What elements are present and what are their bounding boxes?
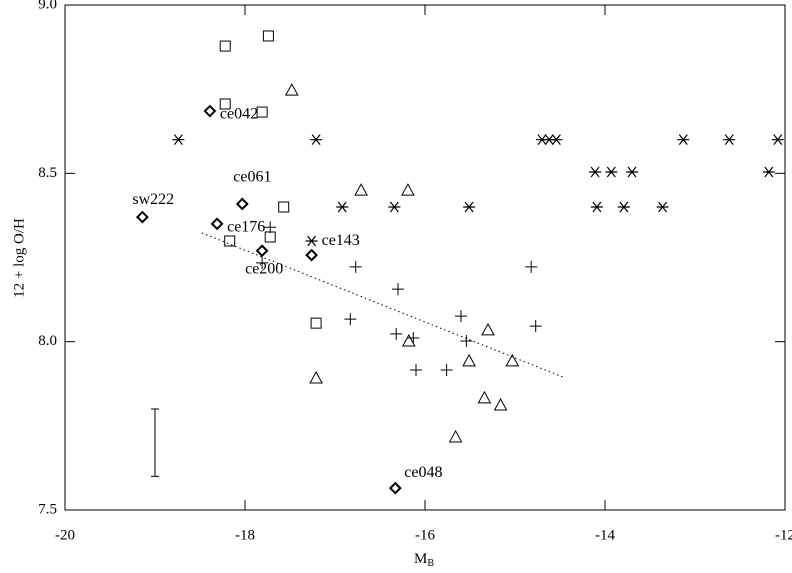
x-tick-label: -20 (55, 527, 75, 543)
y-axis-label: 12 + log O/H (11, 218, 27, 298)
triangle-point (481, 322, 495, 336)
square-point (219, 40, 231, 52)
x-tick-label: -16 (415, 527, 435, 543)
square-point (224, 235, 236, 247)
y-tick-label: 9.0 (38, 0, 57, 12)
asterisk-point (463, 201, 476, 213)
asterisk-point (677, 134, 690, 146)
plus-point (525, 260, 538, 273)
asterisk-point (310, 134, 323, 146)
point-label: ce061 (233, 169, 271, 186)
point-label: sw222 (132, 191, 174, 208)
triangle-point (477, 390, 492, 404)
asterisk-point (590, 201, 603, 213)
diamond-point (305, 248, 319, 262)
asterisk-point (388, 201, 401, 213)
asterisk-point (589, 166, 602, 178)
plus-point (349, 260, 362, 273)
asterisk-point (305, 235, 318, 247)
triangle-point (493, 397, 508, 411)
diamond-point (235, 197, 249, 211)
asterisk-point (626, 166, 638, 178)
asterisk-point (617, 201, 630, 213)
x-axis-label-sub: B (427, 558, 434, 569)
asterisk-point (656, 201, 669, 213)
triangle-point (401, 333, 416, 347)
asterisk-point (172, 134, 185, 146)
plus-point (455, 310, 467, 323)
point-label: ce042 (220, 106, 258, 123)
diamond-point (388, 481, 402, 495)
y-tick-label: 8.5 (38, 165, 57, 181)
square-point (310, 317, 322, 329)
triangle-point (401, 183, 415, 196)
triangle-point (448, 429, 463, 443)
x-tick-label: -18 (235, 527, 255, 543)
x-tick-label: -14 (595, 527, 615, 543)
x-tick-label: -12 (775, 527, 792, 543)
point-label: ce176 (227, 219, 265, 236)
trend-line (201, 232, 566, 379)
plus-point (256, 256, 269, 269)
asterisk-point (605, 166, 618, 178)
point-label: ce143 (322, 232, 360, 249)
diamond-point (203, 104, 217, 118)
square-point (264, 231, 276, 243)
asterisk-point (550, 134, 563, 146)
diamond-point (210, 217, 224, 231)
square-point (278, 201, 290, 213)
asterisk-point (723, 134, 736, 146)
point-label: ce048 (404, 464, 442, 481)
y-tick-label: 8.0 (38, 333, 57, 349)
plus-point (410, 363, 422, 376)
y-tick-label: 7.5 (38, 501, 57, 517)
plus-point (344, 313, 357, 326)
asterisk-point (336, 201, 349, 213)
triangle-point (354, 183, 368, 196)
triangle-point (462, 353, 476, 367)
plus-point (529, 320, 542, 333)
diamond-point (135, 210, 149, 224)
square-point (262, 30, 274, 42)
error-bar (151, 408, 159, 477)
triangle-point (505, 353, 520, 367)
triangle-point (284, 83, 299, 96)
plus-point (440, 363, 453, 376)
plus-point (264, 221, 277, 234)
x-axis-label-main: M (414, 551, 427, 567)
asterisk-point (762, 166, 775, 178)
point-label: ce200 (245, 260, 283, 277)
diamond-point (255, 244, 269, 258)
triangle-point (309, 370, 323, 384)
x-axis-label: MB (414, 551, 434, 569)
plus-point (407, 331, 420, 344)
plot-frame (64, 4, 786, 511)
square-point (219, 98, 231, 110)
plus-point (460, 334, 473, 347)
asterisk-point (771, 134, 784, 146)
square-point (256, 106, 268, 118)
plus-point (392, 283, 404, 296)
plus-point (390, 327, 403, 340)
